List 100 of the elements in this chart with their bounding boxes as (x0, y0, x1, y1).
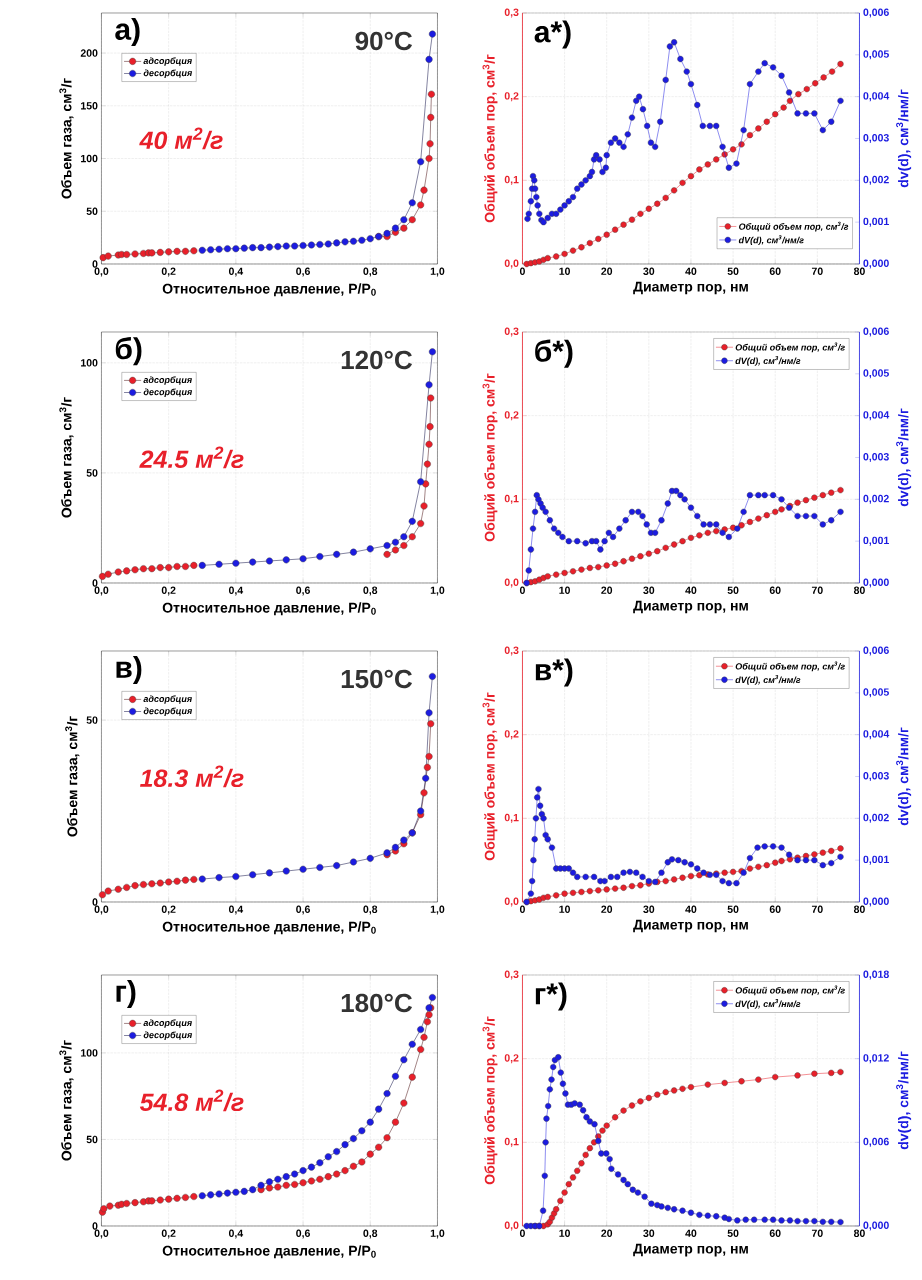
x-tick-label: 80 (853, 267, 865, 275)
y2-tick-label: 0,002 (863, 494, 889, 504)
x-tick-label: 50 (727, 586, 739, 594)
annotation: в*) (535, 658, 573, 687)
y2-tick-label: 0,005 (863, 50, 889, 60)
annotation: 24.5 м$^{2}$/г (139, 446, 244, 469)
x-tick-label: 60 (769, 267, 781, 275)
annotation: в) (116, 655, 142, 684)
x-tick-label: 40 (685, 1229, 697, 1237)
x-axis-title: Диаметр пор, нм (632, 919, 748, 933)
x-tick-label: 0,8 (363, 905, 377, 915)
legend-label: десорбция (143, 69, 192, 78)
x-tick-label: 0,6 (295, 586, 310, 596)
x-tick-label: 0,8 (363, 586, 377, 596)
y-axis-title: Общий объем пор, см$^{3}$/г (482, 54, 498, 223)
x-tick-label: 10 (559, 586, 570, 594)
x-tick-label: 1,0 (430, 905, 445, 915)
y-tick-label: 0,1 (504, 494, 519, 504)
legend-label: dV(d), см$^{3}$/нм/г (735, 355, 801, 366)
y-tick-label: 0,2 (504, 1054, 519, 1064)
y2-tick-label: 0,006 (863, 327, 889, 337)
x-tick-label: 60 (769, 905, 781, 913)
x-tick-label: 0,4 (228, 586, 243, 596)
x-tick-label: 0,2 (161, 1229, 176, 1239)
y2-tick-label: 0,004 (863, 411, 889, 421)
annotation: г*) (535, 982, 567, 1011)
y2-tick-label: 0,000 (863, 578, 889, 588)
x-tick-label: 0,2 (161, 267, 176, 277)
annotation: 40 м$^{2}$/г (138, 127, 223, 150)
y-tick-label: 0,3 (504, 8, 519, 18)
x-tick-label: 20 (601, 267, 612, 275)
legend-label: адсорбция (143, 57, 192, 66)
x-tick-label: 30 (643, 267, 655, 275)
x-tick-label: 0,6 (295, 1229, 310, 1239)
x-tick-label: 0,2 (161, 905, 176, 915)
y2-tick-label: 0,005 (863, 369, 889, 379)
y-tick-label: 0,2 (504, 92, 519, 102)
y2-tick-label: 0,004 (863, 730, 889, 740)
y-axis-title: Общий объем пор, см$^{3}$/г (482, 1016, 498, 1185)
y-tick-label: 200 (80, 49, 98, 57)
y-tick-label: 0,1 (504, 1137, 519, 1147)
x-axis-title: Диаметр пор, нм (632, 281, 748, 295)
legend-label: Общий объем пор, см$^{3}$/г (735, 342, 845, 353)
y2-tick-label: 0,006 (863, 8, 889, 18)
x-axis-title: Относительное давление, P/P$_{0}$ (162, 283, 376, 297)
x-tick-label: 0 (519, 905, 525, 913)
x-tick-label: 0 (519, 586, 525, 594)
x-tick-label: 20 (601, 905, 612, 913)
x-tick-label: 0,4 (228, 905, 243, 915)
x-tick-label: 50 (727, 267, 739, 275)
annotation: а) (115, 17, 140, 46)
y2-tick-label: 0,006 (863, 646, 889, 656)
annotation: 180°C (341, 993, 412, 1013)
x-tick-label: 30 (643, 586, 655, 594)
legend-label: Общий объем пор, см$^{3}$/г (735, 985, 845, 996)
y2-tick-label: 0,000 (863, 259, 889, 269)
y-tick-label: 0 (92, 579, 98, 587)
x-tick-label: 80 (853, 586, 865, 594)
x-tick-label: 20 (601, 586, 612, 594)
legend-label: адсорбция (143, 695, 192, 704)
y2-tick-label: 0,003 (863, 453, 889, 462)
x-tick-label: 0,4 (228, 1229, 243, 1239)
y2-tick-label: 0,002 (863, 175, 889, 185)
x-tick-label: 50 (727, 1229, 739, 1237)
x-tick-label: 0,2 (161, 586, 176, 596)
x-tick-label: 0,8 (363, 267, 377, 277)
y2-tick-label: 0,001 (863, 536, 889, 546)
x-tick-label: 0,8 (363, 1229, 377, 1239)
annotation: а*) (534, 20, 571, 49)
x-tick-label: 0 (519, 267, 525, 275)
y-axis-title: Общий объем пор, см$^{3}$/г (482, 373, 498, 542)
x-tick-label: 20 (601, 1229, 612, 1237)
y-tick-label: 100 (80, 359, 98, 367)
y-tick-label: 0,2 (504, 730, 519, 740)
y-tick-label: 0,3 (504, 970, 519, 980)
x-axis-title: Диаметр пор, нм (632, 1243, 748, 1257)
y2-axis-title: dv(d), см$^{3}$/нм/г (895, 89, 911, 188)
y2-tick-label: 0,005 (863, 688, 889, 698)
x-tick-label: 0 (519, 1229, 525, 1237)
y-axis-title: Объем газа, см$^{3}$/г (59, 1040, 74, 1161)
x-axis-title: Относительное давление, P/P$_{0}$ (162, 602, 376, 616)
x-tick-label: 40 (685, 586, 697, 594)
x-axis-title: Диаметр пор, нм (632, 600, 748, 614)
x-tick-label: 30 (643, 905, 655, 913)
y2-tick-label: 0,006 (863, 1137, 889, 1147)
annotation: 150°C (341, 669, 412, 689)
y-axis-title: Объем газа, см$^{3}$/г (59, 397, 74, 518)
x-tick-label: 70 (811, 1229, 823, 1237)
x-tick-label: 70 (811, 267, 823, 275)
y2-axis-title: dv(d), см$^{3}$/нм/г (895, 408, 911, 507)
x-tick-label: 40 (685, 267, 697, 275)
y2-tick-label: 0,012 (863, 1054, 889, 1064)
legend-label: dV(d), см$^{3}$/нм/г (735, 674, 801, 685)
x-tick-label: 50 (727, 905, 739, 913)
x-tick-label: 80 (853, 905, 865, 913)
legend-label: Общий объем пор, см$^{3}$/г (735, 661, 845, 672)
y2-axis-title: dv(d), см$^{3}$/нм/г (895, 1051, 911, 1150)
y2-tick-label: 0,003 (863, 772, 889, 781)
y-tick-label: 150 (80, 102, 98, 110)
x-tick-label: 40 (685, 905, 697, 913)
